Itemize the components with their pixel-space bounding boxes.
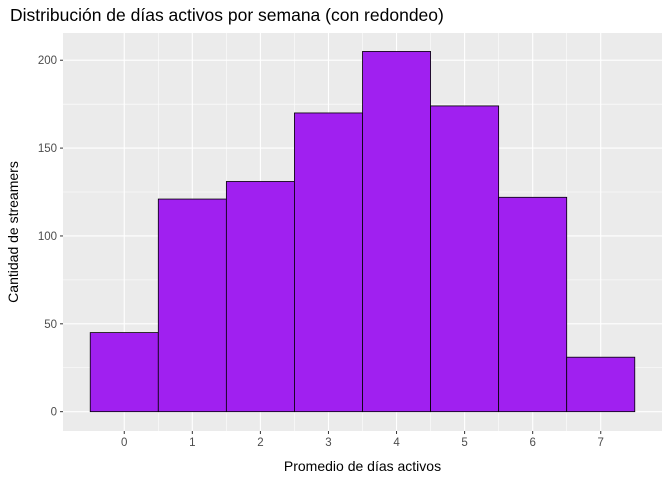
bar — [566, 356, 636, 413]
x-tick-label: 3 — [325, 437, 331, 449]
bar — [225, 181, 295, 413]
x-tick-label: 1 — [189, 437, 195, 449]
x-axis-title: Promedio de días activos — [284, 458, 441, 474]
x-tick-label: 6 — [529, 437, 535, 449]
x-tick-label: 5 — [461, 437, 467, 449]
chart-title: Distribución de días activos por semana … — [10, 5, 444, 25]
y-tick-label: 0 — [51, 407, 57, 419]
x-tick-label: 4 — [393, 437, 400, 449]
bar — [89, 332, 159, 413]
bar — [430, 105, 500, 413]
x-tick-label: 0 — [121, 437, 127, 449]
bar — [362, 51, 431, 413]
y-axis: 0 50 100 150 200 — [38, 55, 63, 419]
x-tick-label: 2 — [257, 437, 263, 449]
bar — [157, 198, 227, 413]
y-tick-label: 100 — [38, 231, 57, 243]
y-tick-label: 50 — [44, 319, 57, 331]
x-tick-label: 7 — [598, 437, 604, 449]
x-axis: 0 1 2 3 4 5 6 7 — [121, 431, 604, 449]
y-axis-title: Cantidad de streamers — [5, 161, 21, 303]
y-tick-label: 150 — [38, 143, 57, 155]
bars — [89, 51, 636, 413]
bar — [498, 196, 568, 413]
bar — [294, 112, 363, 413]
y-tick-label: 200 — [38, 55, 57, 67]
